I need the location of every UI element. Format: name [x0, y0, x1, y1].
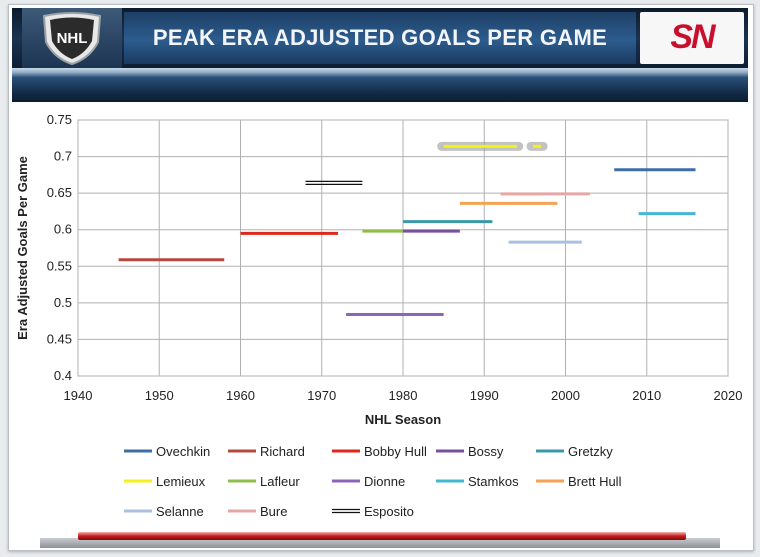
y-tick-label: 0.5 [54, 295, 72, 310]
x-tick-label: 2010 [632, 388, 661, 403]
x-tick-label: 1970 [307, 388, 336, 403]
legend-label: Lemieux [156, 474, 206, 489]
legend-label: Richard [260, 444, 305, 459]
y-tick-label: 0.75 [47, 112, 72, 127]
x-tick-label: 1980 [389, 388, 418, 403]
x-tick-label: 2000 [551, 388, 580, 403]
sportsnet-logo-icon: SN [670, 18, 715, 56]
page-title: PEAK ERA ADJUSTED GOALS PER GAME [152, 25, 608, 50]
legend-label: Esposito [364, 504, 414, 519]
legend-label: Lafleur [260, 474, 300, 489]
x-tick-label: 1990 [470, 388, 499, 403]
legend: Ovechkin Richard Bobby Hull Bossy Gretzky Lem… [124, 444, 622, 519]
x-tick-label: 1940 [64, 388, 93, 403]
subheader-band [12, 72, 748, 102]
nhl-logo-text: NHL [57, 30, 88, 47]
x-axis-title: NHL Season [365, 412, 441, 427]
legend-label: Bure [260, 504, 287, 519]
grid-lines [77, 119, 729, 377]
ice-strip [12, 68, 748, 74]
footer-red-bar [78, 532, 686, 540]
legend-label: Gretzky [568, 444, 613, 459]
legend-label: Brett Hull [568, 474, 622, 489]
legend-label: Dionne [364, 474, 405, 489]
nhl-logo-panel: NHL [22, 8, 122, 68]
x-tick-label: 2020 [714, 388, 743, 403]
footer-base [40, 538, 720, 548]
y-tick-label: 0.7 [54, 149, 72, 164]
legend-label: Bossy [468, 444, 504, 459]
x-tick-label: 1960 [226, 388, 255, 403]
legend-label: Selanne [156, 504, 204, 519]
tick-labels: 0.4 0.45 0.5 0.55 0.6 0.65 0.7 0.75 1940 1950 1960… [47, 112, 743, 403]
x-tick-label: 1950 [145, 388, 174, 403]
nhl-shield-icon: NHL [42, 12, 102, 66]
title-band [124, 12, 636, 64]
sportsnet-logo-panel [640, 12, 744, 64]
legend-label: Stamkos [468, 474, 519, 489]
y-tick-label: 0.45 [47, 331, 72, 346]
y-tick-label: 0.55 [47, 258, 72, 273]
data-segments [118, 141, 696, 317]
y-axis-title: Era Adjusted Goals Per Game [15, 156, 30, 340]
y-tick-label: 0.6 [54, 222, 72, 237]
y-tick-label: 0.4 [54, 368, 72, 383]
y-tick-label: 0.65 [47, 185, 72, 200]
legend-label: Ovechkin [156, 444, 210, 459]
legend-label: Bobby Hull [364, 444, 427, 459]
